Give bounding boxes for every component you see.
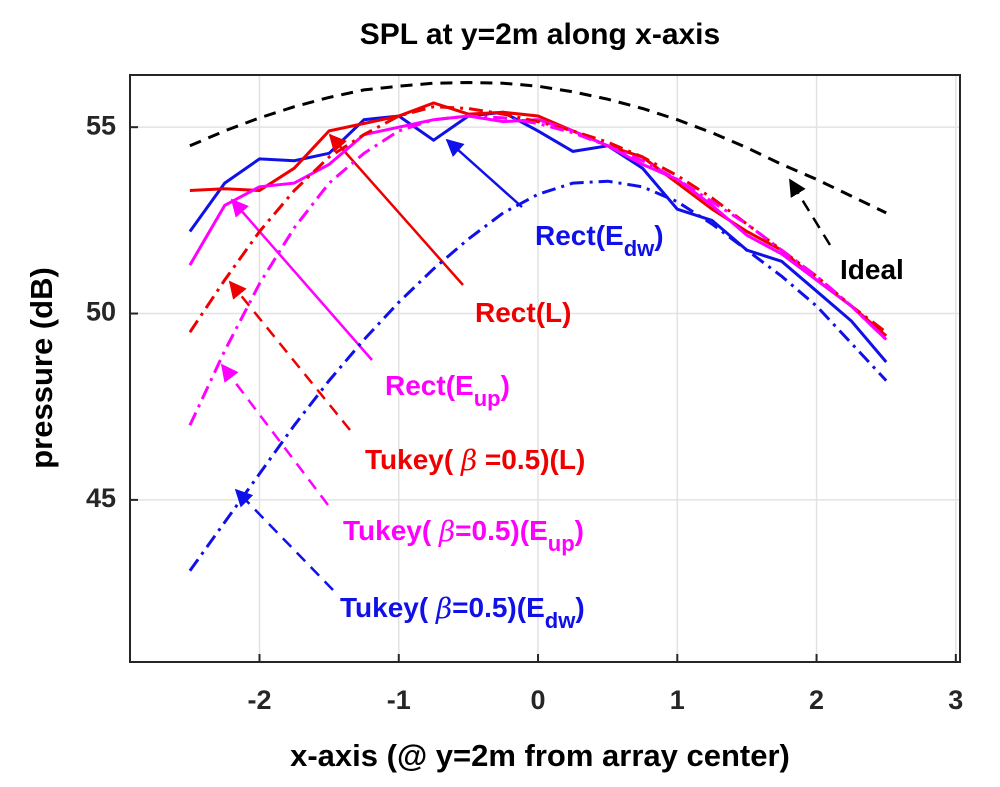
annotation-arrow [788, 178, 832, 246]
x-tick-label: -1 [387, 685, 411, 715]
annotation-text: β [435, 592, 452, 625]
annotation-text: Rect(E [535, 220, 624, 251]
annotation-text: ) [654, 220, 663, 251]
series-line [189, 80, 887, 215]
series-line [188, 114, 888, 341]
series-line [188, 179, 888, 572]
annotation-text: β [438, 515, 455, 548]
annotation-text: up [474, 386, 501, 411]
annotation-text: =0.5)(L) [477, 444, 585, 475]
series-line [189, 101, 888, 338]
annotation-text: Rect(L) [475, 297, 571, 328]
x-tick-label: 0 [531, 685, 546, 715]
annotation-text: Tukey( [365, 444, 461, 475]
annotation-arrow [445, 138, 523, 208]
annotation-label: Ideal [840, 254, 904, 285]
x-tick-label: 3 [948, 685, 963, 715]
annotation-text: dw [545, 608, 576, 633]
annotation-arrow [234, 488, 334, 591]
plot-frame [129, 74, 961, 663]
series-line [188, 114, 888, 426]
y-axis-label: pressure (dB) [24, 267, 59, 469]
annotation-label: Tukey( β=0.5)(Edw) [340, 592, 585, 634]
annotation-text: Ideal [840, 254, 904, 285]
chart-title: SPL at y=2m along x-axis [360, 18, 720, 51]
annotation-text: ) [575, 515, 584, 546]
annotation-text: ) [501, 370, 510, 401]
annotation-label: Rect(Eup) [385, 370, 510, 411]
y-tick-label: 50 [86, 297, 116, 327]
annotation-arrow [230, 198, 373, 361]
series-line [188, 110, 888, 363]
annotation-label: Tukey( β =0.5)(L) [365, 444, 585, 477]
annotation-label: Rect(Edw) [535, 220, 664, 261]
annotation-arrow [328, 133, 464, 286]
annotation-text: ) [575, 592, 584, 623]
annotation-text: Tukey( [343, 515, 439, 546]
x-tick-label: 2 [809, 685, 824, 715]
annotation-text: up [548, 531, 575, 556]
annotation-text: Rect(E [385, 370, 474, 401]
series-line [188, 105, 888, 334]
annotation-arrow [220, 363, 329, 506]
annotation-label: Tukey( β=0.5)(Eup) [343, 515, 584, 557]
annotation-text: Tukey( [340, 592, 436, 623]
annotation-text: =0.5)(E [455, 515, 548, 546]
y-tick-label: 45 [86, 483, 116, 513]
x-tick-label: -2 [248, 685, 272, 715]
x-tick-label: 1 [670, 685, 685, 715]
y-tick-label: 55 [86, 110, 116, 140]
annotation-text: dw [624, 236, 655, 261]
x-axis-label: x-axis (@ y=2m from array center) [290, 738, 790, 773]
annotation-text: β [460, 444, 477, 477]
annotation-text: =0.5)(E [452, 592, 545, 623]
annotation-arrow [228, 280, 351, 431]
annotation-label: Rect(L) [475, 297, 571, 328]
